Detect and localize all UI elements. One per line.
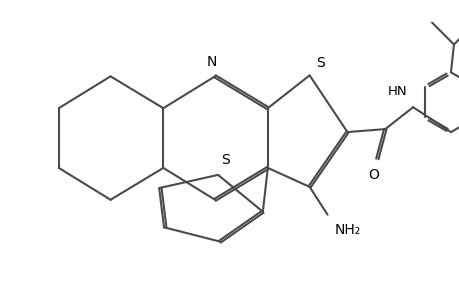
Text: O: O	[367, 168, 378, 182]
Text: HN: HN	[387, 85, 406, 98]
Text: S: S	[316, 56, 325, 70]
Text: S: S	[221, 153, 230, 167]
Text: N: N	[207, 56, 217, 69]
Text: NH₂: NH₂	[334, 223, 360, 237]
